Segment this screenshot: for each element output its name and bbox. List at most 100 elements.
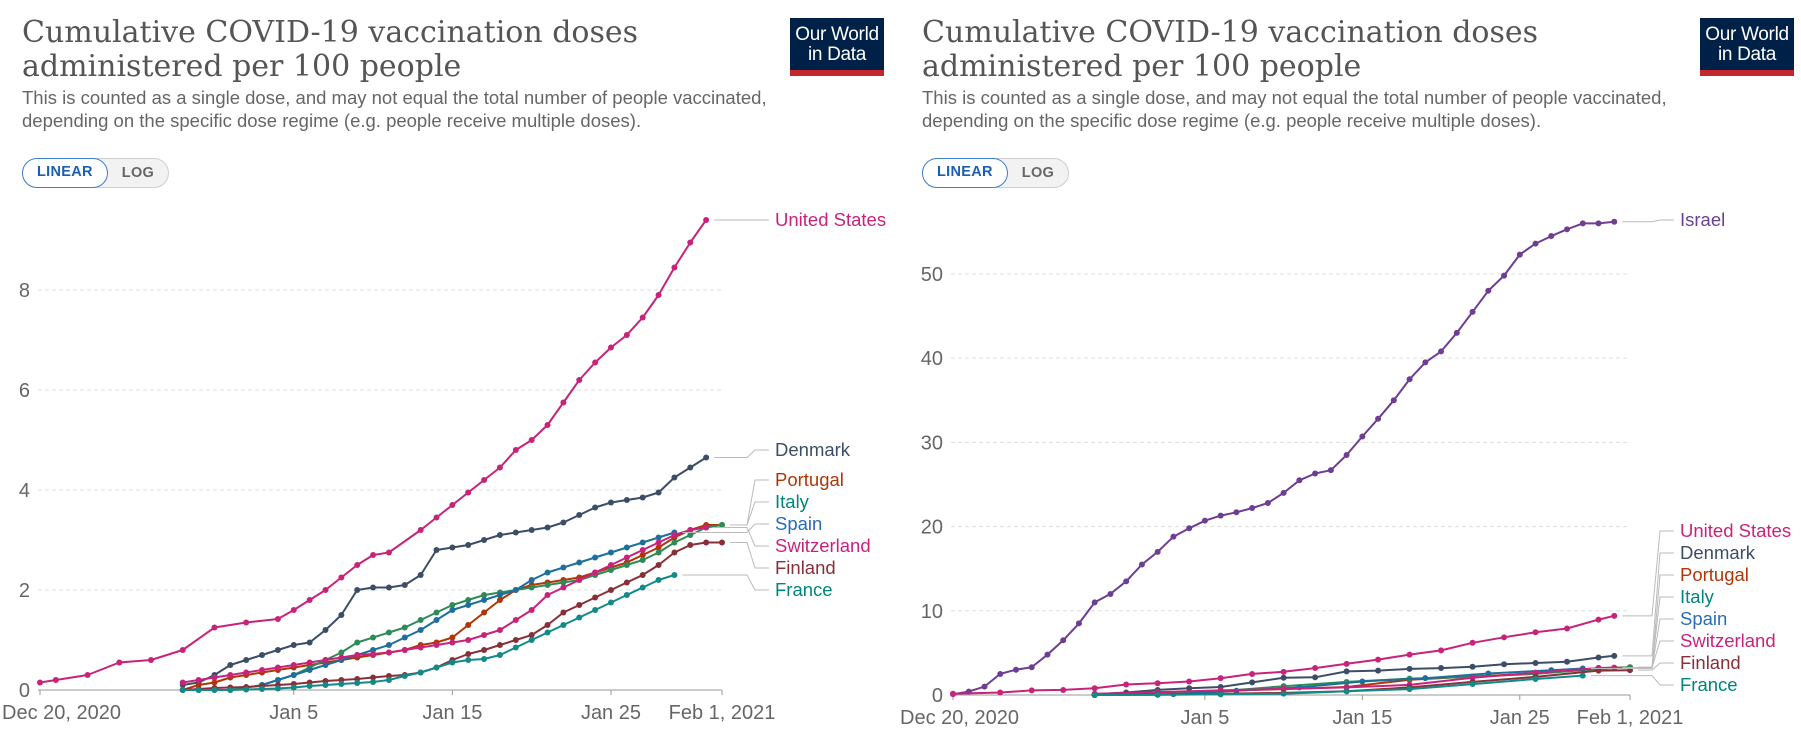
y-tick-label: 30 <box>921 432 943 454</box>
data-point-finland <box>703 539 710 546</box>
series-label-united-states: United States <box>1680 520 1791 541</box>
series-label-italy: Italy <box>1680 586 1715 607</box>
log-scale-button[interactable]: LOG <box>121 165 155 181</box>
data-point-france <box>179 687 186 693</box>
data-point-france <box>322 682 329 688</box>
data-point-denmark <box>592 504 599 511</box>
data-point-israel <box>1390 397 1397 404</box>
data-point-france <box>576 614 583 621</box>
line-chart[interactable]: 0 10 20 30 40 50 Dec 20, 2020 Jan 5 Jan 15 Jan 25… <box>900 0 1800 738</box>
data-point-israel <box>1186 525 1193 532</box>
data-point-switzerland <box>401 647 408 653</box>
data-point-denmark <box>1312 674 1319 681</box>
data-point-switzerland <box>560 584 567 591</box>
data-point-france <box>481 656 488 662</box>
data-point-france <box>1154 691 1161 698</box>
data-point-italy <box>560 579 567 586</box>
data-point-switzerland <box>449 639 456 646</box>
series-label-israel: Israel <box>1680 209 1725 230</box>
data-point-united-states <box>1091 685 1098 692</box>
data-point-france <box>1579 672 1586 679</box>
data-point-switzerland <box>195 677 202 683</box>
data-point-united-states <box>243 619 250 626</box>
data-point-israel <box>1485 287 1492 294</box>
data-point-spain <box>306 667 313 673</box>
data-point-israel <box>1028 664 1035 671</box>
data-point-finland <box>512 637 519 643</box>
data-point-france <box>401 673 408 679</box>
data-point-israel <box>1564 226 1571 233</box>
data-point-israel <box>1579 220 1586 227</box>
data-point-israel <box>1406 376 1413 383</box>
data-point-switzerland <box>671 532 678 538</box>
data-point-united-states <box>274 616 281 622</box>
label-leader-line <box>682 574 769 591</box>
data-point-united-states <box>592 359 599 366</box>
linear-scale-button[interactable]: LINEAR <box>922 158 1008 188</box>
data-point-italy <box>671 539 678 546</box>
data-point-denmark <box>243 657 250 663</box>
data-point-spain <box>1485 670 1492 677</box>
data-point-switzerland <box>703 524 710 531</box>
data-point-italy <box>449 602 456 608</box>
data-point-france <box>1217 691 1224 698</box>
y-tick-label: 0 <box>932 685 943 707</box>
linear-scale-button[interactable]: LINEAR <box>22 158 108 188</box>
data-point-portugal <box>449 634 456 641</box>
data-point-france <box>655 577 662 583</box>
data-point-united-states <box>1595 616 1602 623</box>
data-point-denmark <box>417 572 424 578</box>
label-leader-line <box>730 501 769 526</box>
data-point-united-states <box>576 377 583 383</box>
data-point-italy <box>401 624 408 631</box>
data-point-denmark <box>290 642 297 648</box>
data-point-denmark <box>401 582 408 588</box>
data-point-united-states <box>623 332 630 338</box>
data-point-denmark <box>1564 658 1571 665</box>
data-point-denmark <box>655 489 662 496</box>
label-leader-line <box>714 527 769 547</box>
line-chart[interactable]: 0 2 4 6 8 Dec 20, 2020 Jan 5 Jan 15 Jan 25 Feb 1,… <box>0 0 900 738</box>
data-point-france <box>370 679 377 685</box>
series-label-spain: Spain <box>1680 608 1727 629</box>
data-point-israel <box>1060 637 1067 644</box>
data-point-switzerland <box>512 617 519 623</box>
data-point-united-states <box>496 464 503 471</box>
data-point-france <box>417 669 424 676</box>
data-point-finland <box>560 609 567 616</box>
data-point-switzerland <box>465 637 472 643</box>
y-tick-label: 2 <box>19 580 30 602</box>
owid-logo[interactable]: Our World in Data <box>1700 18 1794 76</box>
data-point-israel <box>997 670 1004 677</box>
data-point-france <box>1091 692 1098 698</box>
label-leader-line <box>1622 640 1674 669</box>
data-point-france <box>1406 686 1413 693</box>
y-tick-label: 0 <box>19 680 30 702</box>
data-point-france <box>671 572 678 578</box>
data-point-israel <box>1438 348 1445 355</box>
data-point-spain <box>544 569 551 576</box>
y-tick-label: 4 <box>19 480 30 502</box>
data-point-united-states <box>950 690 956 697</box>
data-point-switzerland <box>544 592 551 598</box>
series-line-united-states <box>952 614 1615 695</box>
data-point-france <box>290 684 297 691</box>
data-point-france <box>512 644 519 651</box>
series-line-switzerland <box>182 526 707 684</box>
data-point-switzerland <box>322 657 329 663</box>
data-point-france <box>607 599 614 606</box>
data-point-finland <box>465 651 472 657</box>
label-leader-line <box>682 523 769 533</box>
data-point-united-states <box>560 399 567 406</box>
data-point-switzerland <box>179 679 186 686</box>
data-point-spain <box>1422 675 1429 682</box>
data-point-denmark <box>465 542 472 548</box>
chart-title: Cumulative COVID-19 vaccination doses ad… <box>922 15 1539 84</box>
x-tick-label: Jan 5 <box>1180 707 1229 729</box>
data-point-italy <box>354 639 361 646</box>
log-scale-button[interactable]: LOG <box>1021 165 1055 181</box>
owid-logo[interactable]: Our World in Data <box>790 18 884 76</box>
series-line-switzerland <box>1094 666 1615 695</box>
data-point-denmark <box>481 537 488 543</box>
data-point-denmark <box>607 499 614 506</box>
